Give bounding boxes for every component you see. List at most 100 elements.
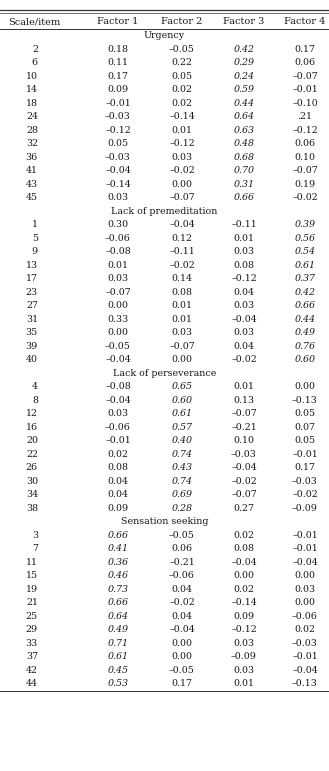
Text: 43: 43 (26, 180, 38, 189)
Text: –0.09: –0.09 (292, 504, 318, 513)
Text: –0.06: –0.06 (292, 612, 318, 621)
Text: –0.01: –0.01 (292, 544, 318, 554)
Text: 0.22: 0.22 (171, 59, 192, 67)
Text: 33: 33 (26, 639, 38, 648)
Text: 0.18: 0.18 (108, 45, 129, 54)
Text: –0.02: –0.02 (231, 477, 257, 486)
Text: 0.44: 0.44 (294, 315, 316, 324)
Text: 0.03: 0.03 (108, 194, 129, 203)
Text: 44: 44 (26, 679, 38, 689)
Text: 0.05: 0.05 (294, 436, 316, 446)
Text: 8: 8 (32, 396, 38, 405)
Text: 0.10: 0.10 (294, 153, 316, 162)
Text: –0.13: –0.13 (292, 679, 318, 689)
Text: 0.36: 0.36 (108, 558, 129, 567)
Text: –0.10: –0.10 (292, 99, 318, 108)
Text: –0.14: –0.14 (105, 180, 131, 189)
Text: 0.19: 0.19 (294, 180, 316, 189)
Text: Factor 4: Factor 4 (284, 17, 326, 26)
Text: –0.04: –0.04 (169, 221, 195, 230)
Text: Scale/item: Scale/item (8, 17, 60, 26)
Text: 0.03: 0.03 (294, 585, 316, 594)
Text: –0.09: –0.09 (231, 652, 257, 662)
Text: –0.01: –0.01 (105, 99, 131, 108)
Text: 0.39: 0.39 (294, 221, 316, 230)
Text: Lack of perseverance: Lack of perseverance (113, 369, 216, 378)
Text: 0.69: 0.69 (171, 490, 192, 500)
Text: 0.02: 0.02 (294, 625, 316, 635)
Text: 0.01: 0.01 (171, 301, 192, 311)
Text: 0.60: 0.60 (171, 396, 192, 405)
Text: 0.65: 0.65 (171, 382, 192, 392)
Text: 0.00: 0.00 (294, 382, 316, 392)
Text: 0.10: 0.10 (234, 436, 255, 446)
Text: 1: 1 (32, 221, 38, 230)
Text: 0.74: 0.74 (171, 450, 192, 459)
Text: –0.04: –0.04 (105, 396, 131, 405)
Text: –0.03: –0.03 (292, 639, 318, 648)
Text: –0.08: –0.08 (105, 382, 131, 392)
Text: Factor 1: Factor 1 (97, 17, 139, 26)
Text: 10: 10 (26, 72, 38, 81)
Text: 21: 21 (26, 598, 38, 608)
Text: 0.49: 0.49 (108, 625, 129, 635)
Text: 0.31: 0.31 (234, 180, 255, 189)
Text: 0.00: 0.00 (171, 355, 192, 365)
Text: 0.43: 0.43 (171, 463, 192, 473)
Text: 5: 5 (32, 234, 38, 243)
Text: 14: 14 (26, 86, 38, 95)
Text: 29: 29 (26, 625, 38, 635)
Text: 0.49: 0.49 (294, 328, 316, 338)
Text: 0.54: 0.54 (294, 247, 316, 257)
Text: 0.61: 0.61 (294, 261, 316, 270)
Text: –0.12: –0.12 (231, 274, 257, 284)
Text: 0.03: 0.03 (108, 274, 129, 284)
Text: 42: 42 (26, 666, 38, 675)
Text: –0.14: –0.14 (169, 113, 195, 122)
Text: 0.57: 0.57 (171, 423, 192, 432)
Text: 0.60: 0.60 (294, 355, 316, 365)
Text: –0.04: –0.04 (231, 558, 257, 567)
Text: –0.03: –0.03 (105, 113, 131, 122)
Text: 0.42: 0.42 (294, 288, 316, 297)
Text: –0.01: –0.01 (105, 436, 131, 446)
Text: 2: 2 (32, 45, 38, 54)
Text: 0.00: 0.00 (108, 301, 129, 311)
Text: –0.06: –0.06 (105, 423, 131, 432)
Text: 0.02: 0.02 (171, 86, 192, 95)
Text: 0.00: 0.00 (108, 328, 129, 338)
Text: –0.04: –0.04 (105, 167, 131, 176)
Text: –0.07: –0.07 (231, 409, 257, 419)
Text: 32: 32 (26, 140, 38, 149)
Text: –0.04: –0.04 (231, 463, 257, 473)
Text: 0.00: 0.00 (234, 571, 255, 581)
Text: 18: 18 (26, 99, 38, 108)
Text: 36: 36 (26, 153, 38, 162)
Text: –0.04: –0.04 (169, 625, 195, 635)
Text: 0.61: 0.61 (171, 409, 192, 419)
Text: 0.01: 0.01 (234, 382, 255, 392)
Text: 0.04: 0.04 (108, 490, 129, 500)
Text: –0.01: –0.01 (292, 86, 318, 95)
Text: –0.01: –0.01 (292, 531, 318, 540)
Text: 0.45: 0.45 (108, 666, 129, 675)
Text: 0.08: 0.08 (234, 544, 255, 554)
Text: 19: 19 (26, 585, 38, 594)
Text: 0.09: 0.09 (108, 504, 129, 513)
Text: Sensation seeking: Sensation seeking (121, 517, 208, 527)
Text: –0.07: –0.07 (231, 490, 257, 500)
Text: 0.05: 0.05 (294, 409, 316, 419)
Text: 0.27: 0.27 (234, 504, 255, 513)
Text: 0.00: 0.00 (294, 571, 316, 581)
Text: –0.04: –0.04 (105, 355, 131, 365)
Text: 0.44: 0.44 (234, 99, 255, 108)
Text: 27: 27 (26, 301, 38, 311)
Text: 0.29: 0.29 (234, 59, 255, 67)
Text: 3: 3 (32, 531, 38, 540)
Text: 35: 35 (26, 328, 38, 338)
Text: 0.12: 0.12 (171, 234, 192, 243)
Text: 0.04: 0.04 (234, 288, 255, 297)
Text: 0.04: 0.04 (234, 342, 255, 351)
Text: 30: 30 (26, 477, 38, 486)
Text: –0.03: –0.03 (105, 153, 131, 162)
